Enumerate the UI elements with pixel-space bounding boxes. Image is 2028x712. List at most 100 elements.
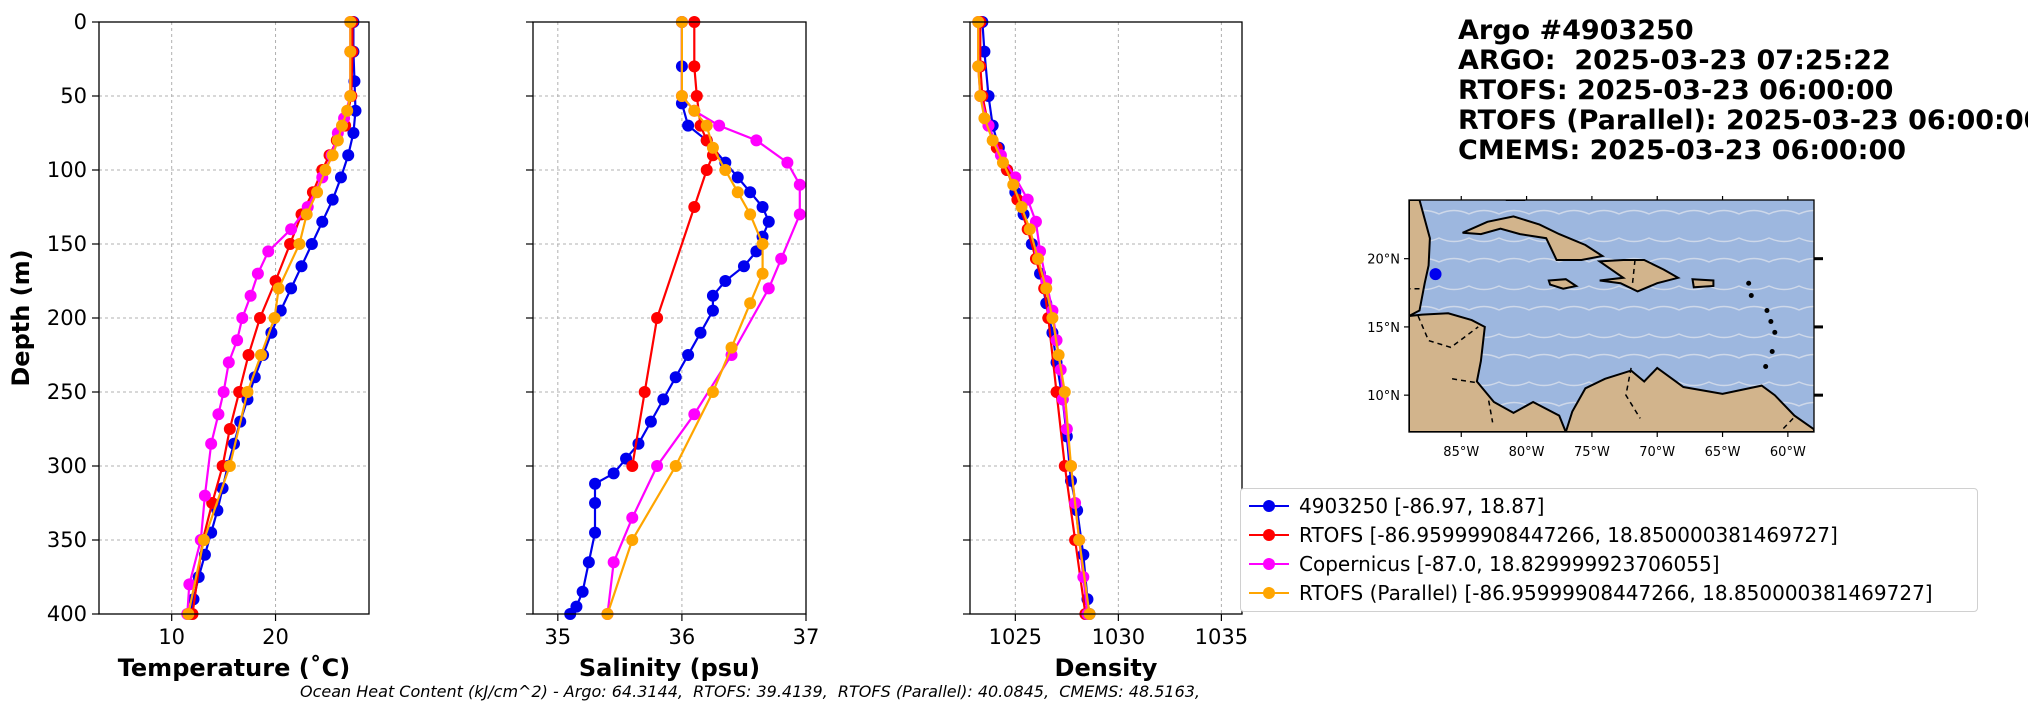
data-point-argo	[305, 238, 318, 250]
y-tick-label: 100	[47, 158, 87, 182]
data-point-rtofs	[233, 386, 246, 398]
data-point-rtofs_parallel	[706, 386, 719, 398]
data-point-rtofs_parallel	[978, 112, 991, 125]
data-point-rtofs_parallel	[293, 238, 306, 250]
data-point-rtofs_parallel	[669, 460, 682, 472]
data-point-argo	[285, 282, 298, 295]
current-streamline	[1409, 285, 1814, 291]
data-point-copernicus	[231, 334, 244, 347]
data-point-rtofs_parallel	[1064, 460, 1077, 472]
plot-frame	[532, 21, 807, 615]
data-point-rtofs_parallel	[255, 349, 267, 361]
current-streamline	[1409, 305, 1814, 311]
data-point-rtofs_parallel	[272, 282, 285, 295]
series-line-copernicus	[606, 22, 801, 615]
y-tick-label: 350	[47, 528, 87, 552]
map-content	[1409, 200, 1814, 432]
x-tick-label: 20	[262, 625, 289, 649]
island-dot	[1769, 348, 1775, 354]
country-border	[1451, 378, 1479, 384]
current-streamline	[1409, 209, 1814, 215]
country-border	[1689, 431, 1690, 432]
land-polygon	[1505, 200, 1526, 201]
data-point-rtofs_parallel	[719, 164, 732, 176]
legend-label: RTOFS (Parallel) [-86.95999908447266, 18…	[1299, 581, 1933, 605]
data-point-rtofs	[688, 201, 701, 213]
data-point-argo	[349, 104, 362, 117]
map-x-tick-label: 85°W	[1443, 445, 1479, 460]
island-dot	[1748, 293, 1754, 299]
data-point-rtofs	[638, 386, 651, 398]
data-point-argo	[1077, 548, 1090, 561]
data-point-rtofs_parallel	[341, 104, 354, 117]
data-point-rtofs	[651, 312, 664, 324]
legend-label: Copernicus [-87.0, 18.829999923706055]	[1299, 552, 1720, 576]
data-point-rtofs_parallel	[223, 460, 236, 472]
data-point-rtofs_parallel	[1052, 349, 1065, 361]
data-point-rtofs_parallel	[986, 134, 999, 147]
data-point-argo	[978, 45, 991, 58]
data-point-argo	[744, 186, 757, 199]
legend-item-rtofs-parallel: RTOFS (Parallel) [-86.95999908447266, 18…	[1249, 580, 1933, 606]
land-polygon	[1564, 366, 1814, 432]
data-point-copernicus	[198, 489, 211, 502]
land-polygon	[1547, 278, 1579, 290]
legend-marker-rtofs	[1249, 528, 1289, 542]
data-point-rtofs_parallel	[1073, 534, 1086, 546]
data-point-rtofs_parallel	[241, 386, 254, 398]
data-point-argo	[669, 371, 682, 384]
data-point-argo	[576, 585, 589, 598]
legend-item-argo: 4903250 [-86.97, 18.87]	[1249, 493, 1544, 519]
data-point-copernicus	[285, 223, 298, 236]
data-point-copernicus	[244, 289, 257, 302]
x-axis-label: Density	[1055, 654, 1158, 682]
data-point-argo	[762, 215, 775, 228]
data-point-argo	[334, 171, 347, 184]
data-point-rtofs_parallel	[996, 156, 1009, 169]
map-x-tick-label: 75°W	[1574, 445, 1610, 460]
map-x-tick-label: 70°W	[1639, 445, 1675, 460]
data-point-argo	[582, 556, 595, 569]
y-axis-label: Depth (m)	[7, 249, 35, 386]
y-tick-label: 150	[47, 232, 87, 256]
data-point-rtofs_parallel	[756, 238, 769, 250]
data-point-copernicus	[793, 208, 806, 221]
island-dot	[1746, 280, 1752, 286]
profile-panel-1	[92, 16, 370, 621]
data-point-rtofs_parallel	[725, 341, 738, 354]
legend-marker-copernicus	[1249, 557, 1289, 571]
data-point-argo	[316, 215, 329, 228]
series-line-rtofs_parallel	[606, 22, 764, 615]
data-point-rtofs_parallel	[336, 119, 348, 132]
x-tick-label: 1035	[1195, 625, 1248, 649]
data-point-copernicus	[262, 245, 275, 258]
data-point-rtofs_parallel	[311, 186, 324, 199]
data-point-rtofs_parallel	[344, 45, 357, 58]
title-rtofs-time: RTOFS: 2025-03-23 06:00:00	[1458, 75, 1894, 106]
data-point-copernicus	[212, 408, 225, 421]
data-point-copernicus	[762, 282, 775, 295]
data-point-copernicus	[626, 511, 639, 524]
title-argo-time: ARGO: 2025-03-23 07:25:22	[1458, 45, 1891, 76]
data-point-copernicus	[222, 356, 235, 369]
legend-marker-argo	[1249, 499, 1289, 513]
data-point-argo	[706, 289, 719, 302]
data-point-rtofs_parallel	[1023, 223, 1036, 236]
data-point-copernicus	[750, 134, 763, 147]
land-polygon	[1596, 259, 1681, 293]
map-x-tick-label: 80°W	[1509, 445, 1545, 460]
x-tick-label: 10	[158, 625, 185, 649]
map-y-tick-label: 20°N	[1367, 253, 1400, 268]
data-point-rtofs_parallel	[1015, 201, 1028, 213]
data-point-argo	[719, 275, 732, 287]
country-border	[1487, 400, 1494, 423]
country-border	[1417, 315, 1479, 349]
x-tick-label: 36	[669, 625, 696, 649]
map-frame	[1408, 199, 1815, 433]
data-point-argo	[295, 260, 308, 273]
data-point-rtofs	[242, 349, 255, 361]
ohc-footer: Ocean Heat Content (kJ/cm^2) - Argo: 64.…	[300, 682, 1201, 701]
data-point-copernicus	[607, 556, 620, 569]
map-y-tick-label: 15°N	[1367, 321, 1400, 336]
